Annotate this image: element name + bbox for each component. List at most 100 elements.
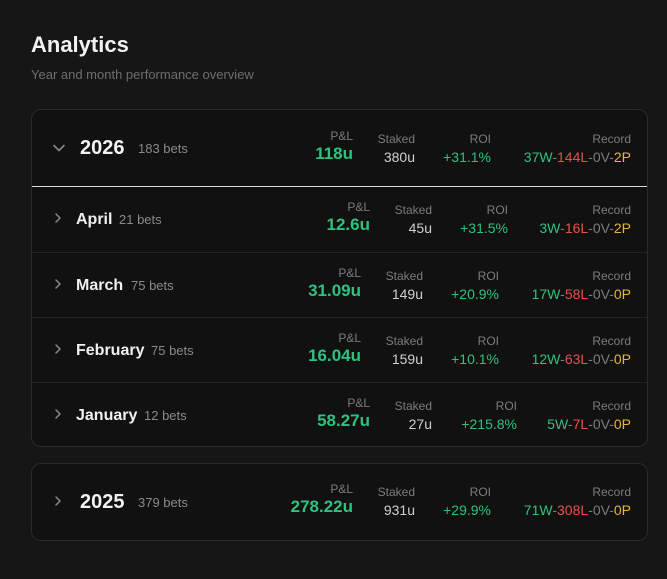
record-pushes: 0P — [613, 416, 631, 432]
record-wins: 37W — [523, 149, 553, 165]
roi-value: +20.9% — [451, 286, 499, 302]
record-pushes: 0P — [613, 286, 631, 302]
staked-value: 159u — [391, 351, 423, 367]
roi-label: ROI — [469, 485, 491, 499]
roi-stat: ROI +31.1% — [443, 132, 491, 165]
pnl-label: P&L — [330, 482, 353, 496]
pnl-label: P&L — [347, 396, 370, 410]
staked-value: 45u — [408, 220, 432, 236]
divider — [32, 186, 647, 187]
month-row-april[interactable]: April 21 bets P&L 12.6u Staked 45u ROI +… — [32, 187, 647, 252]
chevron-down-icon[interactable] — [52, 141, 66, 157]
pnl-stat: P&L 278.22u — [291, 482, 353, 517]
pnl-value: 58.27u — [317, 411, 370, 430]
pnl-label: P&L — [347, 200, 370, 214]
year-label: 2026 — [80, 137, 125, 159]
bets-count: 75 bets — [151, 343, 194, 358]
month-row-january[interactable]: January 12 bets P&L 58.27u Staked 27u RO… — [32, 382, 647, 447]
bets-count: 12 bets — [144, 408, 187, 423]
page-title: Analytics — [31, 32, 129, 57]
roi-label: ROI — [477, 269, 499, 283]
chevron-right-icon[interactable] — [52, 343, 64, 357]
staked-value: 149u — [391, 286, 423, 302]
chevron-right-icon[interactable] — [52, 212, 64, 226]
roi-stat: ROI +215.8% — [461, 399, 517, 432]
record-label: Record — [592, 399, 631, 413]
record-stat: Record 37W-144L-0V-2P — [524, 132, 631, 165]
year-row-2025[interactable]: 2025 379 bets P&L 278.22u Staked 931u RO… — [32, 464, 647, 540]
pnl-value: 278.22u — [290, 497, 353, 516]
roi-value: +215.8% — [461, 416, 517, 432]
record-pushes: 2P — [613, 149, 631, 165]
staked-label: Staked — [385, 269, 423, 283]
year-card-2025: 2025 379 bets P&L 278.22u Staked 931u RO… — [31, 463, 648, 541]
pnl-value: 31.09u — [308, 281, 361, 300]
month-label: February — [76, 342, 145, 359]
record-wins: 5W — [547, 416, 568, 432]
year-label: 2025 — [80, 491, 125, 513]
record-voids: 0V — [592, 149, 610, 165]
staked-label: Staked — [377, 132, 415, 146]
record-value: 12W-63L-0V-0P — [531, 351, 631, 367]
chevron-right-icon[interactable] — [52, 278, 64, 292]
record-stat: Record 3W-16L-0V-2P — [539, 203, 631, 236]
record-label: Record — [592, 485, 631, 499]
pnl-label: P&L — [338, 266, 361, 280]
record-pushes: 0P — [613, 502, 631, 518]
pnl-stat: P&L 118u — [315, 129, 353, 164]
record-label: Record — [592, 203, 631, 217]
record-value: 3W-16L-0V-2P — [539, 220, 631, 236]
pnl-value: 12.6u — [326, 215, 370, 234]
bets-count: 183 bets — [138, 141, 188, 156]
month-label: April — [76, 211, 113, 228]
roi-stat: ROI +29.9% — [443, 485, 491, 518]
chevron-right-icon[interactable] — [52, 408, 64, 422]
pnl-value: 118u — [315, 144, 353, 163]
staked-stat: Staked 931u — [378, 485, 415, 518]
record-voids: 0V — [592, 286, 610, 302]
roi-value: +31.5% — [460, 220, 508, 236]
bets-count: 75 bets — [131, 278, 174, 293]
year-row-2026[interactable]: 2026 183 bets P&L 118u Staked 380u ROI +… — [32, 110, 647, 186]
record-stat: Record 17W-58L-0V-0P — [532, 269, 631, 302]
record-losses: 308L — [557, 502, 589, 518]
staked-value: 380u — [383, 149, 415, 165]
record-value: 17W-58L-0V-0P — [531, 286, 631, 302]
roi-label: ROI — [477, 334, 499, 348]
roi-stat: ROI +10.1% — [451, 334, 499, 367]
roi-value: +31.1% — [443, 149, 491, 165]
roi-stat: ROI +31.5% — [460, 203, 508, 236]
record-pushes: 0P — [613, 351, 631, 367]
roi-label: ROI — [486, 203, 508, 217]
staked-label: Staked — [394, 203, 432, 217]
record-pushes: 2P — [613, 220, 631, 236]
bets-count: 21 bets — [119, 212, 162, 227]
record-stat: Record 12W-63L-0V-0P — [532, 334, 631, 367]
staked-value: 931u — [383, 502, 415, 518]
record-voids: 0V — [592, 502, 610, 518]
month-row-march[interactable]: March 75 bets P&L 31.09u Staked 149u ROI… — [32, 252, 647, 317]
pnl-label: P&L — [338, 331, 361, 345]
staked-stat: Staked 149u — [386, 269, 423, 302]
staked-label: Staked — [394, 399, 432, 413]
roi-label: ROI — [495, 399, 517, 413]
record-label: Record — [592, 132, 631, 146]
staked-stat: Staked 27u — [395, 399, 432, 432]
year-card-2026: 2026 183 bets P&L 118u Staked 380u ROI +… — [31, 109, 648, 447]
month-label: March — [76, 277, 124, 294]
record-voids: 0V — [592, 220, 610, 236]
staked-label: Staked — [385, 334, 423, 348]
month-row-february[interactable]: February 75 bets P&L 16.04u Staked 159u … — [32, 317, 647, 382]
roi-label: ROI — [469, 132, 491, 146]
record-value: 71W-308L-0V-0P — [523, 502, 631, 518]
staked-stat: Staked 380u — [378, 132, 415, 165]
roi-value: +10.1% — [451, 351, 499, 367]
pnl-value: 16.04u — [308, 346, 361, 365]
pnl-stat: P&L 58.27u — [317, 396, 370, 431]
pnl-stat: P&L 16.04u — [308, 331, 361, 366]
pnl-stat: P&L 31.09u — [308, 266, 361, 301]
record-losses: 63L — [564, 351, 589, 367]
staked-stat: Staked 45u — [395, 203, 432, 236]
record-losses: 58L — [564, 286, 589, 302]
chevron-right-icon[interactable] — [52, 495, 64, 509]
